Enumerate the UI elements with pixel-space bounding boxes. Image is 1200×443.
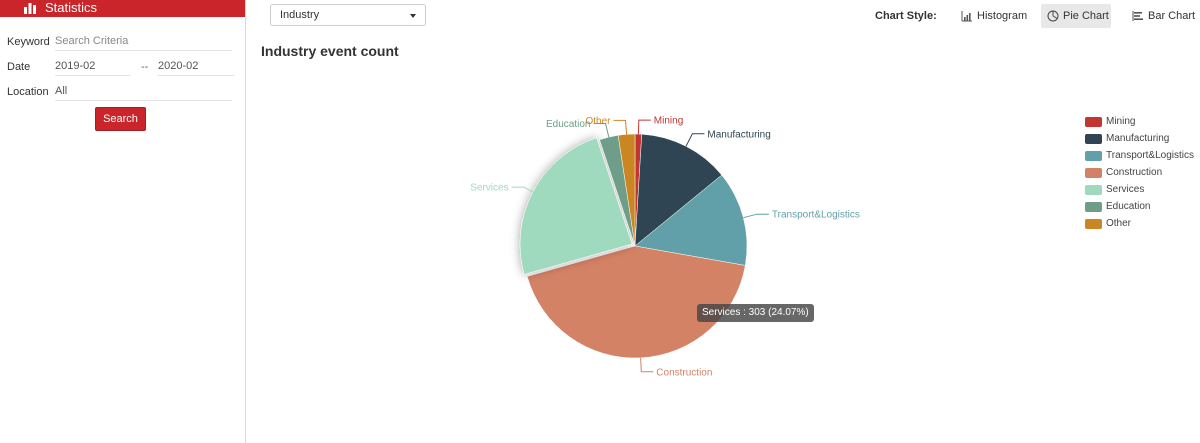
legend-item-mining[interactable]: Mining [1085, 116, 1197, 133]
label-line-other [613, 119, 628, 135]
legend-item-other[interactable]: Other [1085, 218, 1197, 235]
sidebar-title: Statistics [45, 0, 98, 15]
label-line-education [593, 123, 610, 138]
slice-label-services: Services [470, 183, 508, 194]
bar-chart-button[interactable]: Bar Chart [1126, 4, 1196, 28]
chart-style-label: Chart Style: [875, 10, 937, 22]
date-to-input[interactable] [158, 57, 234, 76]
label-line-manufacturing [685, 133, 705, 147]
slice-label-transport-logistics: Transport&Logistics [772, 210, 860, 221]
legend-swatch [1085, 219, 1102, 229]
dimension-select-value: Industry [280, 9, 320, 21]
bar-chart-label: Bar Chart [1148, 10, 1196, 22]
legend-item-services[interactable]: Services [1085, 184, 1197, 201]
legend-label: Transport&Logistics [1106, 150, 1194, 161]
keyword-input[interactable] [55, 32, 232, 51]
pie-chart-button[interactable]: Pie Chart [1041, 4, 1111, 28]
legend-swatch [1085, 134, 1102, 144]
label-line-services [511, 186, 537, 195]
legend-label: Other [1106, 218, 1132, 229]
keyword-label: Keyword [7, 36, 50, 48]
pie-slice-manufacturing[interactable] [634, 133, 723, 247]
bar-chart-icon [24, 3, 36, 14]
date-label: Date [7, 61, 31, 73]
sidebar: Statistics Keyword Date -- Location Sear… [0, 0, 246, 443]
pie-slice-other[interactable] [617, 133, 636, 247]
location-label: Location [7, 86, 49, 98]
label-line-transport-logistics [743, 213, 769, 219]
pie-slice-transport-logistics[interactable] [634, 174, 748, 266]
legend-item-transport-logistics[interactable]: Transport&Logistics [1085, 150, 1197, 167]
legend-label: Construction [1106, 167, 1163, 178]
chart-legend: Mining Manufacturing Transport&Logistics Co… [1085, 116, 1197, 235]
location-input[interactable] [55, 82, 232, 101]
legend-item-manufacturing[interactable]: Manufacturing [1085, 133, 1197, 150]
histogram-button[interactable]: Histogram [955, 4, 1027, 28]
legend-label: Mining [1106, 116, 1136, 127]
legend-label: Education [1106, 201, 1151, 212]
slice-label-construction: Construction [656, 367, 712, 378]
slice-label-other: Other [585, 116, 611, 127]
legend-swatch [1085, 151, 1102, 161]
pie-slice-construction[interactable] [526, 245, 746, 359]
legend-swatch [1085, 185, 1102, 195]
chart-tooltip: Services : 303 (24.07%) [697, 304, 814, 322]
legend-item-education[interactable]: Education [1085, 201, 1197, 218]
legend-swatch [1085, 168, 1102, 178]
label-line-construction [640, 357, 654, 373]
chevron-down-icon [410, 14, 416, 18]
date-from-input[interactable] [55, 57, 130, 76]
slice-label-education: Education [546, 119, 590, 130]
pie-chart-label: Pie Chart [1063, 10, 1109, 22]
legend-label: Manufacturing [1106, 133, 1170, 144]
search-button[interactable]: Search [95, 107, 146, 131]
label-line-mining [637, 119, 651, 135]
dimension-select[interactable]: Industry [270, 4, 426, 26]
legend-swatch [1085, 202, 1102, 212]
sidebar-header: Statistics [0, 0, 245, 17]
legend-item-construction[interactable]: Construction [1085, 167, 1197, 184]
chart-title: Industry event count [261, 43, 399, 59]
pie-chart-icon [1047, 10, 1059, 22]
bar-chart-horizontal-icon [1132, 11, 1143, 21]
slice-label-manufacturing: Manufacturing [707, 129, 770, 140]
histogram-label: Histogram [977, 10, 1028, 22]
slice-label-mining: Mining [654, 116, 683, 127]
histogram-icon [961, 11, 972, 22]
legend-swatch [1085, 117, 1102, 127]
pie-chart: Mining Manufacturing Transport&Logistics Co… [470, 116, 860, 379]
date-separator: -- [141, 61, 149, 73]
legend-label: Services [1106, 184, 1145, 195]
